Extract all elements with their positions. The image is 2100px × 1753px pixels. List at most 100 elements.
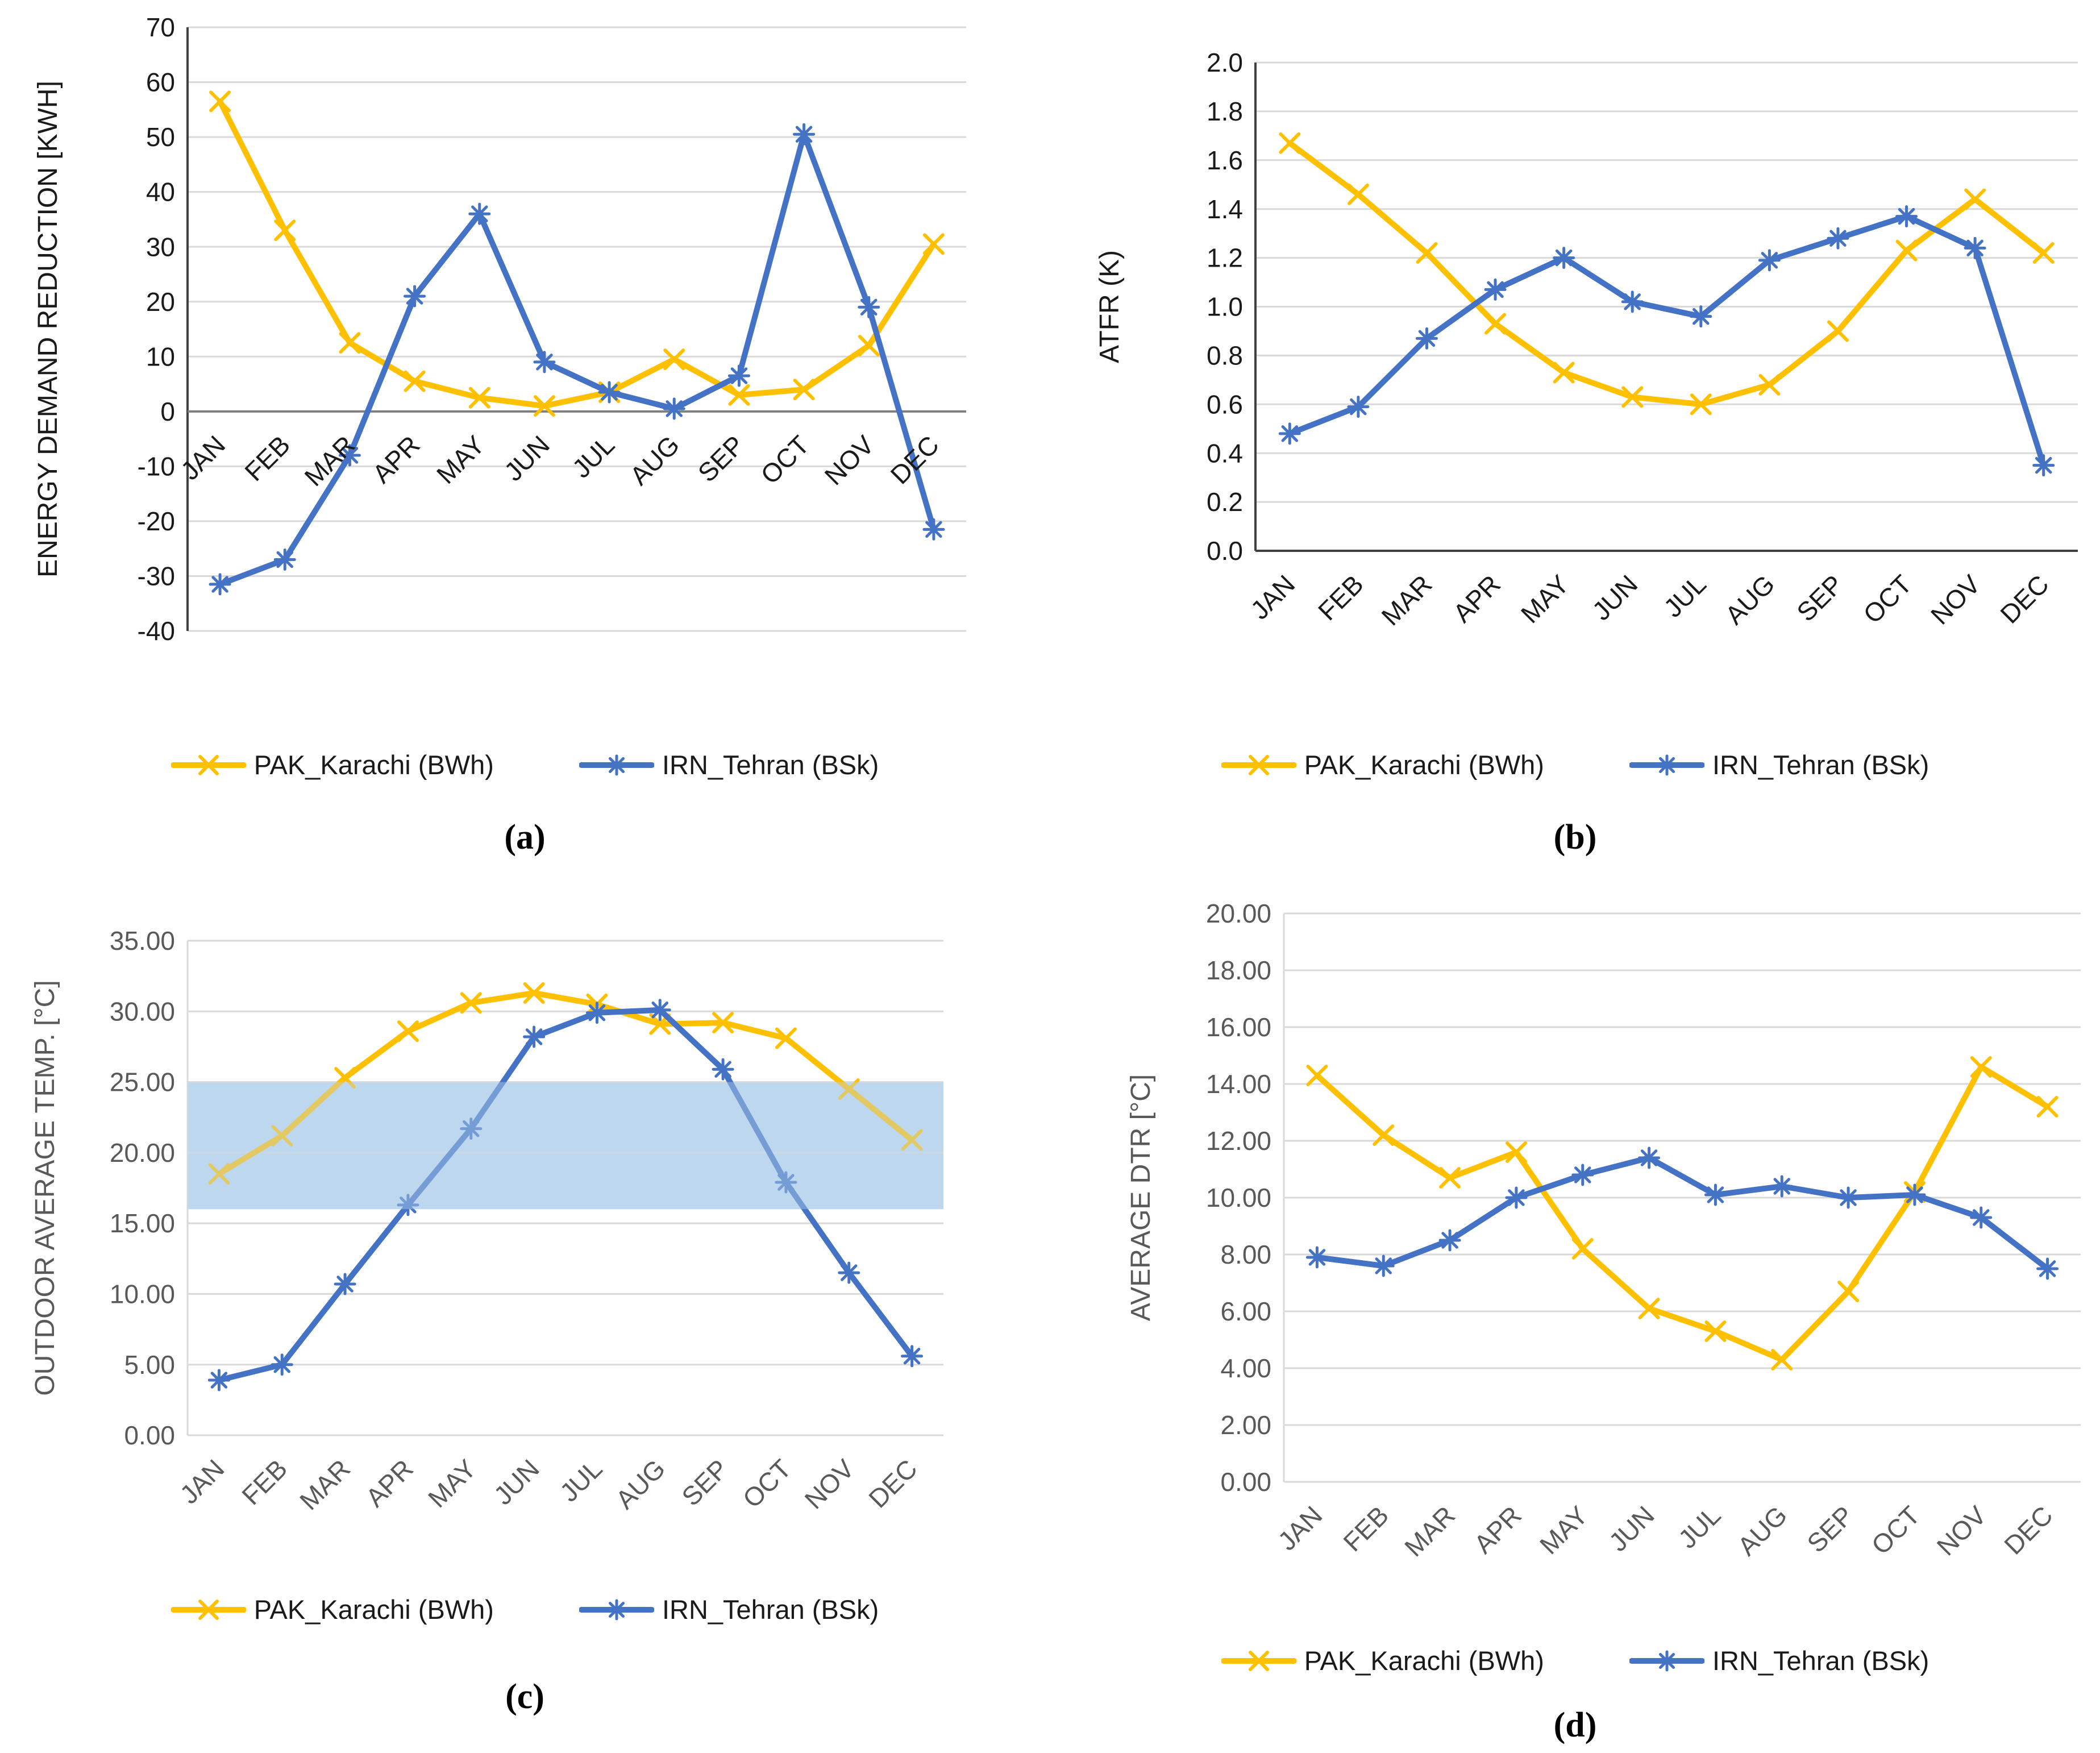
svg-text:0: 0 bbox=[160, 397, 175, 426]
chart-energy-demand-reduction: -40 -30 -20 -10 0 10 20 30 40 50 60 70 JAN FEB MAR APR M… bbox=[33, 13, 966, 646]
svg-text:JAN: JAN bbox=[1272, 1500, 1328, 1556]
legend-item-tehran: IRN_Tehran (BSk) bbox=[1629, 749, 1929, 780]
legend-item-tehran: IRN_Tehran (BSk) bbox=[579, 1594, 879, 1625]
svg-text:APR: APR bbox=[367, 430, 426, 489]
svg-text:DEC: DEC bbox=[1998, 1500, 2058, 1560]
svg-text:0.00: 0.00 bbox=[124, 1420, 175, 1450]
svg-text:-10: -10 bbox=[138, 451, 175, 481]
svg-text:AUG: AUG bbox=[624, 430, 685, 491]
svg-text:MAY: MAY bbox=[1515, 569, 1575, 629]
y-axis-title: AVERAGE DTR [°C] bbox=[1126, 1074, 1156, 1321]
tehran-line-marker-icon bbox=[579, 1599, 654, 1620]
svg-text:JAN: JAN bbox=[174, 1453, 230, 1509]
x-tick-labels: JAN FEB MAR APR MAY JUN JUL AUG SEP OCT NOV DEC bbox=[175, 430, 945, 492]
y-axis-title: ENERGY DEMAND REDUCTION [KWH] bbox=[33, 81, 63, 578]
series-karachi bbox=[209, 90, 945, 417]
gridlines bbox=[188, 940, 943, 1436]
svg-text:40: 40 bbox=[146, 177, 175, 207]
svg-text:MAY: MAY bbox=[422, 1453, 482, 1513]
svg-text:0.4: 0.4 bbox=[1207, 438, 1243, 468]
legend-item-karachi: PAK_Karachi (BWh) bbox=[1221, 749, 1544, 780]
svg-text:NOV: NOV bbox=[799, 1453, 860, 1514]
caption-a: (a) bbox=[504, 818, 546, 857]
legend-item-karachi: PAK_Karachi (BWh) bbox=[171, 749, 494, 780]
karachi-line-marker-icon bbox=[1221, 754, 1296, 775]
legend-item-karachi: PAK_Karachi (BWh) bbox=[1221, 1645, 1544, 1676]
svg-text:MAR: MAR bbox=[1375, 569, 1437, 631]
caption-c: (c) bbox=[505, 1677, 544, 1716]
series-tehran bbox=[209, 123, 945, 596]
caption-d: (d) bbox=[1553, 1706, 1597, 1744]
svg-text:AUG: AUG bbox=[1732, 1500, 1793, 1561]
svg-text:DEC: DEC bbox=[885, 430, 945, 489]
svg-text:70: 70 bbox=[146, 13, 175, 42]
svg-text:JAN: JAN bbox=[175, 430, 231, 485]
svg-text:FEB: FEB bbox=[1337, 1500, 1394, 1557]
legend-label: PAK_Karachi (BWh) bbox=[253, 750, 494, 780]
svg-text:-30: -30 bbox=[138, 562, 175, 591]
legend-label: PAK_Karachi (BWh) bbox=[1304, 1646, 1544, 1676]
svg-text:JUL: JUL bbox=[554, 1453, 608, 1507]
karachi-line-marker-icon bbox=[1221, 1650, 1296, 1671]
svg-text:50: 50 bbox=[146, 122, 175, 152]
svg-text:14.00: 14.00 bbox=[1206, 1069, 1271, 1099]
svg-text:10.00: 10.00 bbox=[110, 1280, 175, 1309]
svg-text:JUL: JUL bbox=[1658, 569, 1712, 623]
svg-text:30: 30 bbox=[146, 232, 175, 261]
svg-text:1.8: 1.8 bbox=[1207, 97, 1243, 126]
svg-text:OCT: OCT bbox=[737, 1453, 797, 1513]
legend: PAK_Karachi (BWh) IRN_Tehran (BSk) bbox=[1050, 749, 2100, 780]
tehran-line-marker-icon bbox=[579, 754, 654, 775]
legend-item-tehran: IRN_Tehran (BSk) bbox=[1629, 1645, 1929, 1676]
legend-label: PAK_Karachi (BWh) bbox=[1304, 750, 1544, 780]
x-tick-labels: JAN FEB MAR APR MAY JUN JUL AUG SEP OCT NOV DEC bbox=[1272, 1500, 2058, 1562]
series-tehran bbox=[1305, 1146, 2059, 1280]
series-karachi bbox=[1306, 1056, 2059, 1370]
svg-text:SEP: SEP bbox=[692, 430, 750, 488]
y-axis-title: OUTDOOR AVERAGE TEMP. [°C] bbox=[30, 980, 60, 1395]
svg-text:4.00: 4.00 bbox=[1220, 1353, 1271, 1383]
axes bbox=[186, 27, 966, 631]
svg-text:MAY: MAY bbox=[431, 430, 490, 489]
svg-text:JUN: JUN bbox=[1586, 569, 1643, 626]
y-axis-title: ATFR (K) bbox=[1095, 250, 1125, 363]
svg-text:OCT: OCT bbox=[1866, 1500, 1926, 1560]
svg-text:16.00: 16.00 bbox=[1206, 1012, 1271, 1042]
gridlines bbox=[1284, 912, 2081, 1483]
svg-text:APR: APR bbox=[360, 1453, 419, 1513]
svg-text:MAR: MAR bbox=[1399, 1500, 1461, 1562]
svg-text:-20: -20 bbox=[138, 506, 175, 536]
svg-text:25.00: 25.00 bbox=[110, 1067, 175, 1097]
svg-text:0.6: 0.6 bbox=[1207, 389, 1243, 419]
svg-text:0.00: 0.00 bbox=[1220, 1467, 1271, 1497]
y-tick-labels: 0.00 2.00 4.00 6.00 8.00 10.00 12.00 14.00 16.00… bbox=[1206, 899, 1271, 1497]
svg-text:1.4: 1.4 bbox=[1207, 194, 1243, 224]
svg-text:MAR: MAR bbox=[294, 1453, 356, 1515]
svg-text:1.2: 1.2 bbox=[1207, 243, 1243, 273]
svg-text:18.00: 18.00 bbox=[1206, 956, 1271, 985]
legend: PAK_Karachi (BWh) IRN_Tehran (BSk) bbox=[0, 1594, 1050, 1625]
gridlines bbox=[188, 26, 966, 632]
legend-item-tehran: IRN_Tehran (BSk) bbox=[579, 749, 879, 780]
legend: PAK_Karachi (BWh) IRN_Tehran (BSk) bbox=[0, 749, 1050, 780]
svg-text:DEC: DEC bbox=[1994, 569, 2054, 629]
legend-label: IRN_Tehran (BSk) bbox=[1712, 1646, 1929, 1676]
comfort-band-overlay bbox=[188, 1082, 943, 1210]
svg-text:60: 60 bbox=[146, 68, 175, 97]
svg-text:SEP: SEP bbox=[676, 1453, 734, 1511]
svg-text:JUL: JUL bbox=[1673, 1500, 1727, 1554]
y-tick-labels: -40 -30 -20 -10 0 10 20 30 40 50 60 70 bbox=[138, 13, 175, 646]
svg-text:NOV: NOV bbox=[819, 430, 880, 491]
legend-label: PAK_Karachi (BWh) bbox=[253, 1594, 494, 1625]
tehran-line-marker-icon bbox=[1629, 1650, 1704, 1671]
svg-text:APR: APR bbox=[1447, 569, 1506, 628]
karachi-line-marker-icon bbox=[171, 1599, 246, 1620]
panel-atfr: 0.0 0.2 0.4 0.6 0.8 1.0 1.2 1.4 1.6 1.8 2.0 JAN FEB M… bbox=[1050, 0, 2100, 876]
svg-text:20.00: 20.00 bbox=[110, 1138, 175, 1168]
svg-text:JUN: JUN bbox=[498, 430, 555, 487]
svg-text:JAN: JAN bbox=[1245, 569, 1300, 625]
svg-text:6.00: 6.00 bbox=[1220, 1297, 1271, 1326]
svg-text:AUG: AUG bbox=[1719, 569, 1780, 630]
